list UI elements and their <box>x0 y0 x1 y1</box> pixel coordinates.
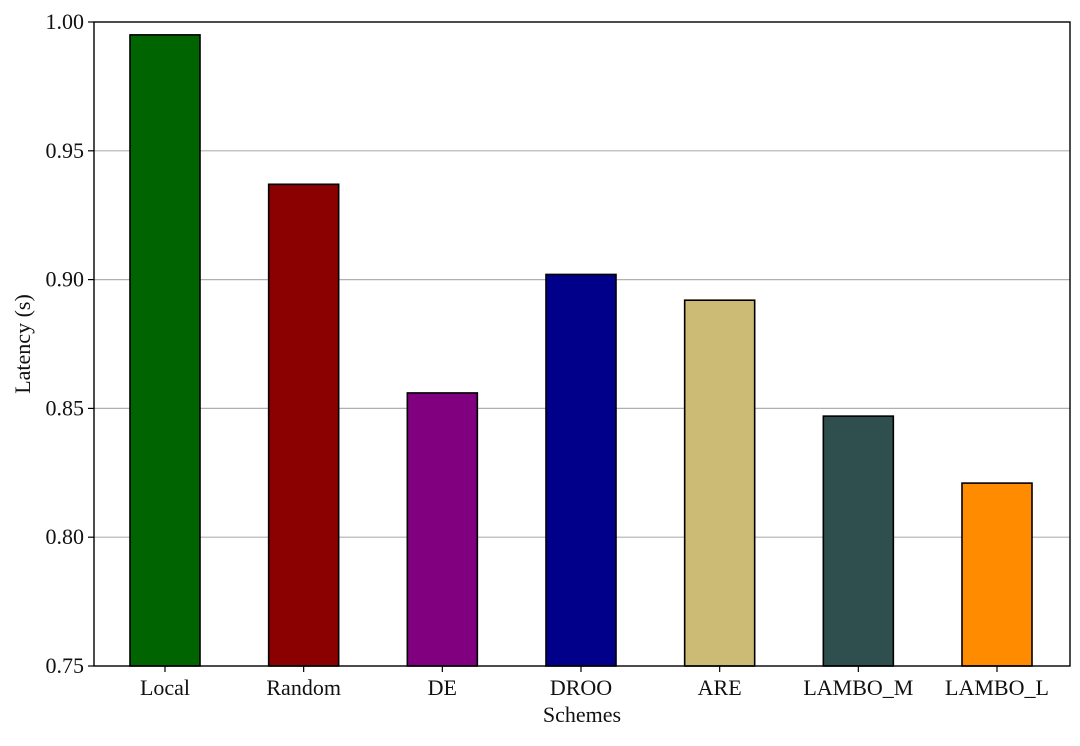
x-tick-label: ARE <box>698 675 742 700</box>
bar-random <box>267 183 340 667</box>
y-tick-label: 0.85 <box>46 395 85 420</box>
bar-droo <box>545 273 617 667</box>
y-tick-label: 0.80 <box>46 524 85 549</box>
x-tick-label: LAMBO_L <box>945 675 1049 700</box>
x-tick-label: DE <box>428 675 457 700</box>
y-tick-label: 0.90 <box>46 267 85 292</box>
x-tick-label: Random <box>266 675 341 700</box>
y-tick-label: 1.00 <box>46 9 85 34</box>
bar-lambo-m <box>822 415 895 667</box>
bar-are <box>683 299 756 667</box>
plot-frame <box>93 21 1071 667</box>
x-axis-title: Schemes <box>543 702 621 727</box>
x-tick-label: DROO <box>550 675 612 700</box>
bar-de <box>406 392 479 667</box>
x-tick-label: Local <box>140 675 190 700</box>
bar-lambo-l <box>961 482 1033 667</box>
y-axis-title: Latency (s) <box>10 294 35 394</box>
y-tick-label: 0.75 <box>46 653 85 678</box>
bars <box>129 34 1033 667</box>
y-tick-label: 0.95 <box>46 138 85 163</box>
y-axis-ticks: 0.75 0.80 0.85 0.90 0.95 1.00 <box>46 9 94 678</box>
x-tick-label: LAMBO_M <box>803 675 913 700</box>
bar-local <box>129 34 201 667</box>
x-axis-ticks: Local Random DE DROO ARE LAMBO_M LAMBO_L <box>140 666 1049 700</box>
